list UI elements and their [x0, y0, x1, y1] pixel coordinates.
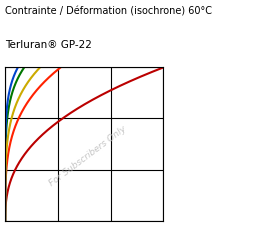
Text: Terluran® GP-22: Terluran® GP-22 [5, 40, 92, 50]
Text: Contrainte / Déformation (isochrone) 60°C: Contrainte / Déformation (isochrone) 60°… [5, 7, 212, 17]
Text: For Subscribers Only: For Subscribers Only [47, 124, 127, 188]
